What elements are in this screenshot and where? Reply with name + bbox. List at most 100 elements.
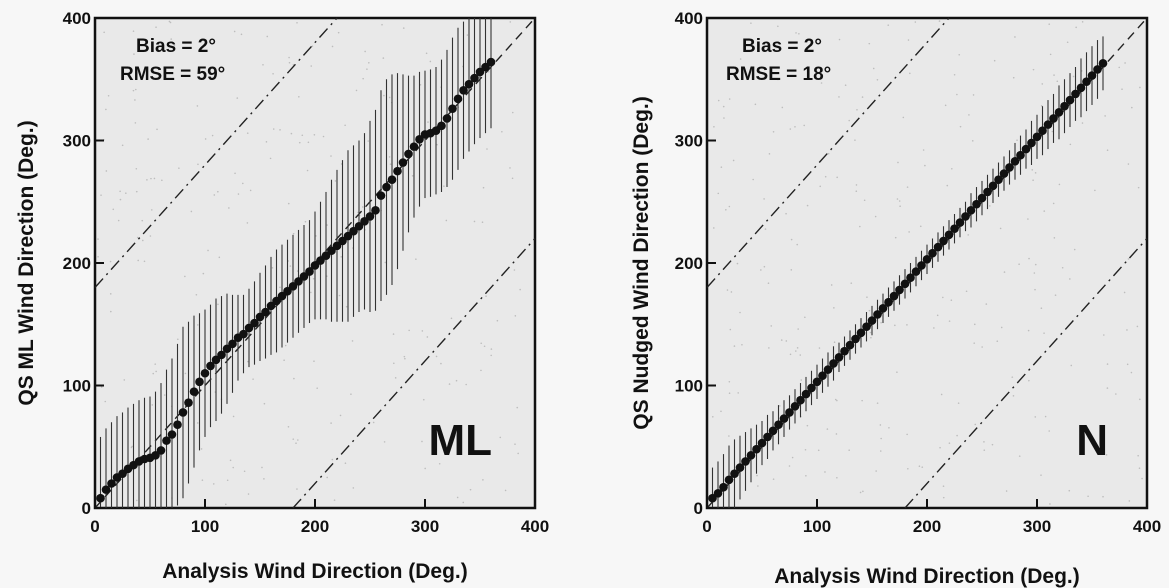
nudged-texture-dot [988, 205, 991, 207]
nudged-texture-dot [946, 184, 949, 187]
ml-texture-dot [184, 372, 187, 375]
nudged-texture-dot [796, 347, 799, 349]
ml-data-point [228, 339, 237, 349]
ml-texture-dot [297, 439, 299, 441]
nudged-texture-dot [834, 398, 837, 401]
ml-texture-dot [241, 182, 244, 185]
nudged-data-point [1087, 71, 1097, 80]
nudged-texture-dot [750, 22, 752, 24]
ml-data-point [360, 217, 369, 226]
nudged-texture-dot [868, 42, 871, 45]
nudged-texture-dot [872, 67, 875, 70]
ml-texture-dot [184, 275, 186, 278]
nudged-texture-dot [789, 353, 792, 356]
ml-texture-dot [130, 446, 133, 449]
nudged-texture-dot [838, 96, 840, 98]
nudged-bias-text: Bias = 2° [742, 36, 822, 57]
ml-texture-dot [355, 89, 358, 92]
nudged-texture-dot [736, 262, 739, 265]
ml-texture-dot [509, 21, 512, 23]
nudged-texture-dot [1121, 88, 1123, 90]
ml-texture-dot [119, 190, 121, 193]
nudged-texture-dot [1102, 334, 1105, 336]
nudged-texture-dot [804, 316, 806, 319]
ml-texture-dot [123, 379, 126, 381]
nudged-texture-dot [942, 485, 945, 487]
ml-texture-dot [288, 56, 290, 59]
ml-texture-dot [200, 448, 203, 450]
ml-texture-dot [156, 128, 158, 131]
nudged-data-point [708, 493, 717, 503]
ml-data-point [316, 256, 325, 265]
ml-texture-dot [427, 121, 429, 123]
nudged-data-point [757, 438, 767, 448]
ml-data-point [327, 246, 336, 256]
nudged-texture-dot [728, 392, 731, 395]
nudged-texture-dot [909, 72, 911, 75]
nudged-texture-dot [790, 238, 793, 241]
ml-texture-dot [125, 192, 127, 194]
nudged-texture-dot [1041, 83, 1044, 85]
nudged-texture-dot [1056, 80, 1059, 83]
nudged-texture-dot [836, 176, 838, 179]
nudged-texture-dot [804, 448, 807, 451]
ml-texture-dot [511, 177, 514, 180]
nudged-data-point [999, 169, 1009, 178]
nudged-texture-dot [866, 296, 868, 298]
ml-texture-dot [330, 155, 332, 157]
ml-texture-dot [334, 180, 337, 182]
nudged-texture-dot [859, 225, 861, 228]
ml-texture-dot [147, 138, 149, 140]
ml-texture-dot [482, 186, 485, 189]
ml-x-tick-label: 200 [301, 517, 329, 536]
nudged-texture-dot [1034, 416, 1037, 418]
nudged-texture-dot [1126, 329, 1128, 331]
ml-texture-dot [345, 305, 348, 308]
ml-texture-dot [112, 208, 115, 211]
nudged-texture-dot [1105, 454, 1108, 456]
ml-texture-dot [480, 342, 483, 345]
ml-texture-dot [107, 94, 110, 97]
nudged-texture-dot [794, 125, 796, 128]
nudged-texture-dot [844, 84, 847, 87]
ml-texture-dot [496, 319, 499, 322]
nudged-data-point [1010, 157, 1020, 166]
ml-data-point [162, 436, 171, 445]
ml-texture-dot [290, 132, 293, 135]
ml-texture-dot [511, 111, 514, 114]
nudged-y-tick-label: 0 [694, 499, 703, 518]
nudged-texture-dot [1136, 325, 1139, 328]
nudged-data-point [1016, 150, 1025, 160]
ml-texture-dot [364, 50, 366, 53]
nudged-texture-dot [806, 204, 809, 207]
ml-texture-dot [196, 105, 199, 107]
nudged-texture-dot [1049, 503, 1051, 505]
ml-texture-dot [490, 354, 492, 357]
nudged-data-point [1027, 138, 1036, 148]
ml-texture-dot [211, 134, 214, 137]
nudged-texture-dot [1000, 326, 1003, 329]
nudged-texture-dot [797, 328, 799, 330]
ml-texture-dot [445, 219, 448, 222]
ml-texture-dot [487, 70, 490, 73]
nudged-data-point [933, 242, 943, 252]
nudged-y-tick-label: 100 [675, 377, 703, 396]
nudged-texture-dot [785, 340, 788, 342]
ml-texture-dot [422, 398, 425, 401]
nudged-texture-dot [763, 198, 765, 200]
nudged-texture-dot [768, 347, 770, 349]
nudged-texture-dot [922, 149, 925, 151]
nudged-texture-dot [894, 236, 897, 239]
nudged-texture-dot [1032, 68, 1035, 71]
nudged-data-point [867, 316, 877, 325]
ml-data-point [261, 307, 270, 317]
nudged-texture-dot [1032, 179, 1034, 182]
ml-data-point [217, 350, 226, 360]
nudged-texture-dot [876, 402, 879, 404]
ml-texture-dot [233, 30, 236, 33]
nudged-texture-dot [874, 215, 877, 218]
nudged-texture-dot [859, 491, 862, 494]
nudged-texture-dot [918, 465, 921, 468]
ml-texture-dot [155, 370, 157, 373]
nudged-texture-dot [768, 153, 771, 155]
